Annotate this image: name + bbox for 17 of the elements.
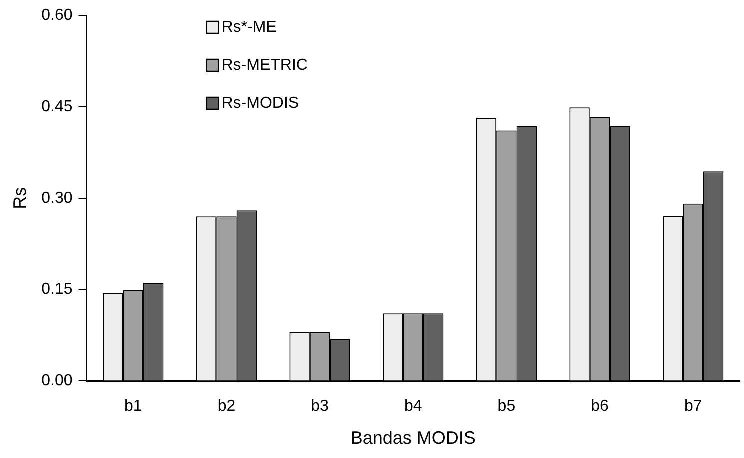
- x-tick-label: b5: [498, 398, 516, 416]
- legend-label: Rs-MODIS: [222, 95, 300, 112]
- y-tick-label: 0.60: [42, 7, 73, 24]
- x-tick-label: b6: [591, 398, 610, 416]
- y-tick-label: 0.45: [42, 98, 73, 116]
- y-axis-title: Rs: [10, 187, 30, 210]
- x-tick-label: b4: [404, 398, 422, 416]
- x-tick-label: b2: [218, 398, 236, 416]
- y-tick-label: 0.00: [42, 372, 73, 390]
- y-tick-label: 0.15: [42, 281, 73, 298]
- legend-label: Rs*-ME: [222, 19, 277, 36]
- x-axis-title: Bandas MODIS: [350, 428, 476, 448]
- legend-label: Rs-METRIC: [222, 57, 308, 74]
- x-tick-label: b1: [124, 398, 142, 416]
- x-tick-label: b3: [311, 398, 330, 416]
- y-tick-label: 0.30: [42, 190, 73, 207]
- x-tick-label: b7: [684, 398, 702, 416]
